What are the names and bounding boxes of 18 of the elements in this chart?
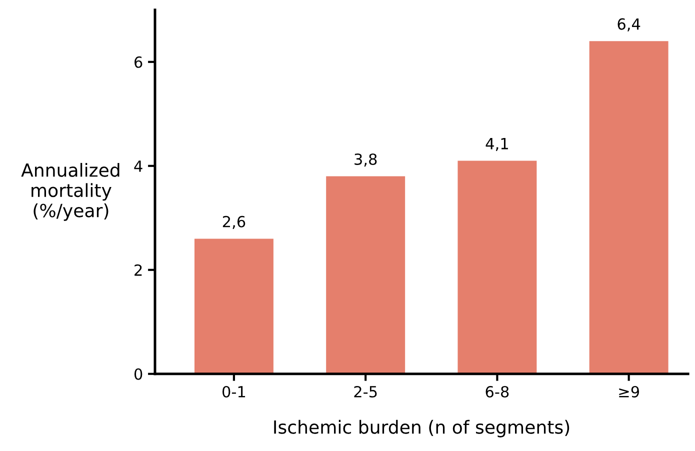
data-label: 4,1 xyxy=(486,138,508,151)
y-tick-label: 6 xyxy=(134,56,142,68)
x-tick-label: 6-8 xyxy=(486,386,509,398)
x-tick-label: 0-1 xyxy=(222,386,246,398)
x-tick-label: 2-5 xyxy=(354,386,377,398)
data-label: 3,8 xyxy=(354,153,377,167)
x-axis-title: Ischemic burden (n of segments) xyxy=(274,420,570,438)
bar xyxy=(194,238,274,374)
y-axis-title: Annualized mortality (%/year) xyxy=(21,162,120,221)
bar xyxy=(458,160,537,374)
data-label: 6,4 xyxy=(618,18,640,32)
y-tick-label: 4 xyxy=(134,160,142,172)
data-label: 2,6 xyxy=(222,216,246,229)
y-tick-label: 2 xyxy=(134,264,142,276)
bar xyxy=(326,176,406,374)
y-tick-label: 0 xyxy=(134,368,142,380)
bar xyxy=(589,41,668,374)
x-tick-label: ≥9 xyxy=(619,386,640,398)
